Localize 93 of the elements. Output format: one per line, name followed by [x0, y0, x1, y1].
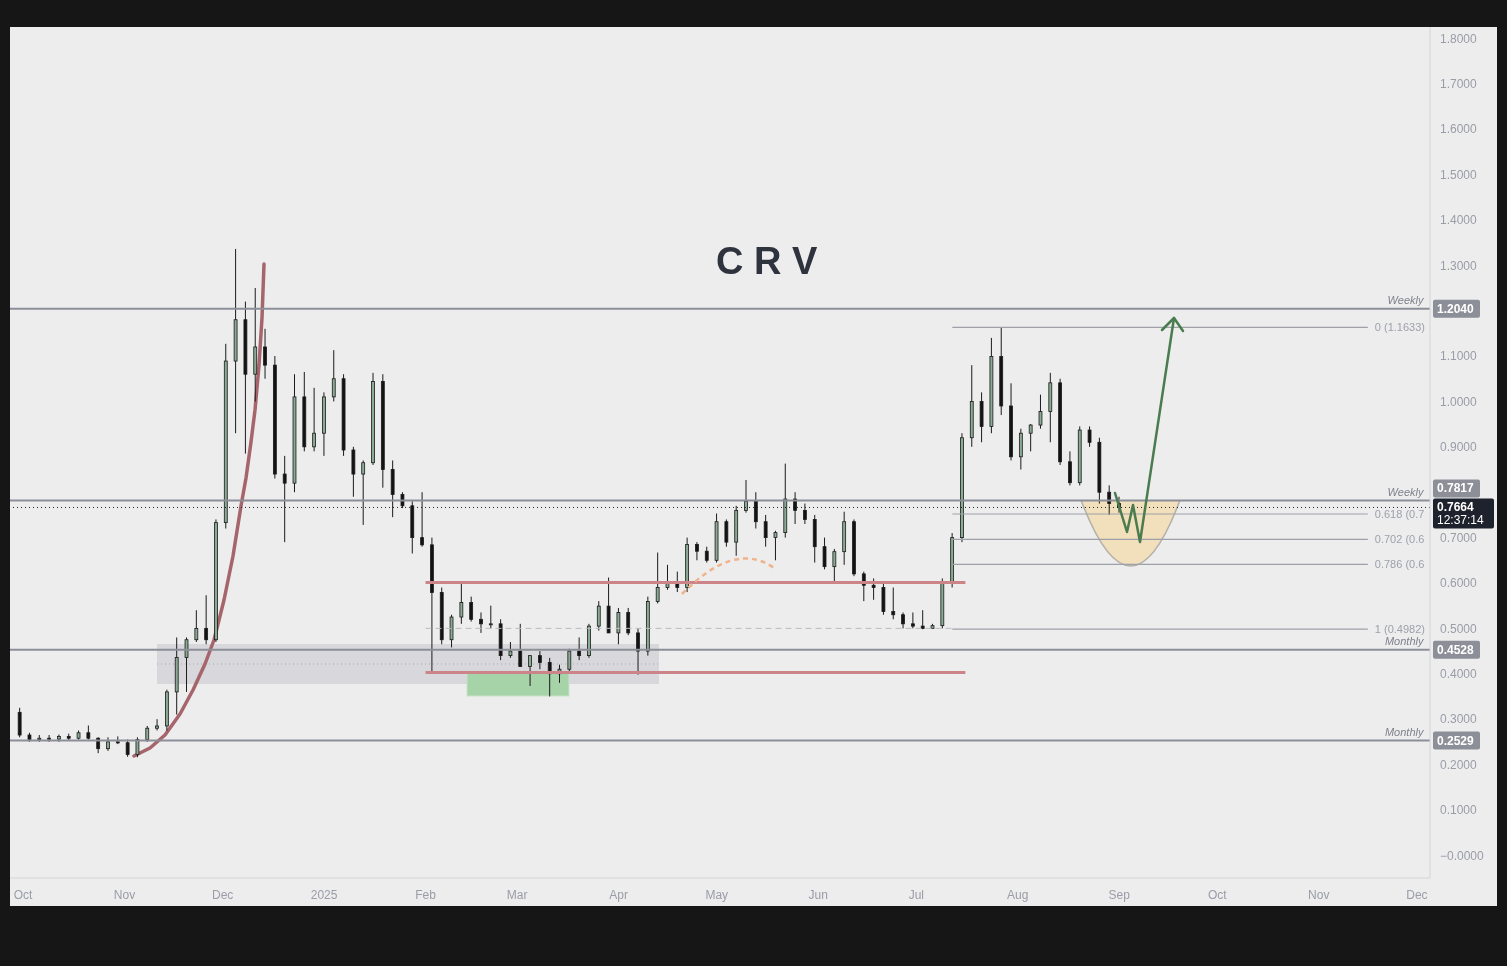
y-tick-label: 0.2000	[1440, 757, 1478, 772]
candlestick	[194, 609, 199, 643]
candlestick	[763, 514, 768, 548]
candlestick	[871, 577, 876, 601]
candlestick	[911, 611, 915, 629]
x-tick-label: Sep	[1108, 887, 1131, 902]
candlestick	[665, 564, 670, 591]
candlestick	[577, 636, 582, 661]
ref-line-label: 1.2040	[1437, 301, 1475, 316]
x-tick-label: Nov	[113, 887, 136, 902]
candlestick	[1038, 394, 1043, 430]
y-tick-label: 0.3000	[1440, 712, 1478, 727]
x-tick-label: Feb	[415, 887, 437, 902]
series-label: 0.786 (0.6	[1374, 558, 1425, 571]
candlestick	[282, 455, 287, 543]
candlestick	[803, 503, 807, 525]
candlestick	[17, 707, 22, 738]
candlestick	[488, 605, 493, 629]
x-tick-label: Jul	[908, 887, 924, 902]
y-tick-label: 1.3000	[1440, 258, 1478, 273]
ref-line-label: 0.2529	[1437, 733, 1475, 748]
candlestick	[1028, 423, 1033, 452]
candlestick	[528, 655, 532, 687]
y-tick-label: 1.6000	[1440, 122, 1478, 137]
candlestick	[518, 623, 523, 668]
candlestick	[832, 548, 837, 584]
candlestick	[135, 736, 140, 758]
y-tick-label: 0.1000	[1440, 803, 1478, 818]
candlestick	[155, 718, 159, 731]
candlestick	[538, 650, 542, 670]
y-tick-label: 1.8000	[1440, 31, 1478, 46]
candlestick	[891, 587, 896, 620]
x-tick-label: Mar	[506, 887, 528, 902]
text: C R V	[716, 240, 818, 282]
candlestick	[695, 541, 699, 561]
candlestick	[420, 491, 424, 548]
ref-line-label: 0.7664	[1437, 500, 1475, 515]
x-tick-label: Jun	[808, 887, 828, 902]
y-tick-label: 0.6000	[1440, 576, 1478, 591]
annotation: Weekly	[1387, 293, 1425, 306]
x-tick-label: Oct	[13, 887, 34, 902]
y-tick-label: 1.0000	[1440, 394, 1478, 409]
candlestick	[793, 491, 797, 525]
series-label: 0.702 (0.6	[1374, 533, 1425, 546]
candlestick	[263, 328, 267, 380]
candlestick	[724, 518, 729, 548]
annotation: Monthly	[1384, 725, 1425, 738]
y-tick-label: 1.1000	[1440, 349, 1478, 364]
candlestick	[616, 607, 621, 645]
candlestick	[184, 636, 189, 693]
candlestick	[753, 491, 758, 530]
candlestick	[655, 552, 660, 604]
y-tick-label: 0.9000	[1440, 440, 1478, 455]
x-tick-label: Dec	[1406, 887, 1428, 902]
candlestick	[626, 607, 631, 636]
annotation: Weekly	[1387, 485, 1425, 498]
candlestick	[361, 459, 366, 526]
candlestick	[312, 387, 316, 452]
candlestick	[459, 581, 464, 625]
x-tick-label: Oct	[1207, 887, 1228, 902]
candlestick	[449, 614, 454, 648]
candlestick	[1018, 428, 1023, 471]
candlestick	[1068, 450, 1072, 486]
ref-line-label: 0.7817	[1437, 481, 1475, 496]
annotation: Monthly	[1384, 634, 1425, 647]
candlestick	[636, 627, 640, 676]
candlestick	[596, 600, 601, 632]
candlestick	[331, 349, 336, 402]
candlestick	[469, 596, 474, 623]
x-tick-label: 2025	[310, 887, 338, 902]
x-tick-label: Nov	[1308, 887, 1330, 902]
text: 12:37:14	[1437, 513, 1485, 528]
ref-line-label: 0.4528	[1437, 642, 1475, 657]
y-tick-label: 1.4000	[1440, 213, 1478, 228]
series-label: 1 (0.4982)	[1374, 623, 1425, 636]
candlestick	[479, 611, 483, 634]
candlestick	[1087, 425, 1092, 448]
x-tick-label: Apr	[609, 887, 628, 902]
y-tick-label: −0.0000	[1440, 848, 1485, 863]
y-tick-label: 1.5000	[1440, 167, 1478, 182]
y-tick-label: 0.4000	[1440, 667, 1478, 682]
candlestick	[204, 594, 209, 645]
y-tick-label: 0.7000	[1440, 530, 1478, 545]
candlestick	[744, 479, 748, 514]
candlestick	[822, 537, 827, 570]
x-tick-label: Dec	[212, 887, 234, 902]
candlestick	[773, 530, 778, 561]
x-tick-label: May	[705, 887, 729, 902]
y-tick-label: 1.7000	[1440, 76, 1478, 91]
y-tick-label: 0.5000	[1440, 621, 1478, 636]
series-label: 0.618 (0.7	[1374, 508, 1425, 520]
x-tick-label: Aug	[1007, 887, 1029, 902]
series-label: 0 (1.1633)	[1374, 321, 1425, 334]
